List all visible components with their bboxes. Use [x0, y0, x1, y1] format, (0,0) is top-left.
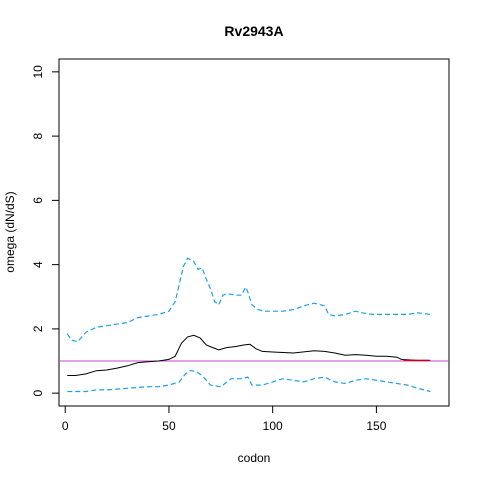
y-tick-label: 10: [31, 65, 45, 79]
series-layer: [59, 257, 449, 393]
x-tick-label: 50: [162, 419, 176, 433]
x-tick-label: 100: [263, 419, 283, 433]
lower-ci-line: [67, 370, 431, 393]
chart-title: Rv2943A: [224, 23, 283, 39]
y-tick-label: 0: [31, 389, 45, 396]
x-tick-label: 150: [366, 419, 386, 433]
y-tick-label: 2: [31, 325, 45, 332]
x-axis-label: codon: [238, 451, 271, 465]
y-axis: 0 2 4 6 8 10: [31, 65, 60, 396]
y-tick-label: 4: [31, 261, 45, 268]
omega-line: [67, 334, 429, 376]
x-axis: 0 50 100 150: [62, 405, 387, 433]
y-tick-label: 8: [31, 132, 45, 139]
plot-frame: [58, 58, 450, 407]
y-axis-label: omega (dN/dS): [3, 191, 17, 272]
y-tick-label: 6: [31, 197, 45, 204]
x-tick-label: 0: [62, 419, 69, 433]
upper-ci-line: [66, 257, 431, 343]
